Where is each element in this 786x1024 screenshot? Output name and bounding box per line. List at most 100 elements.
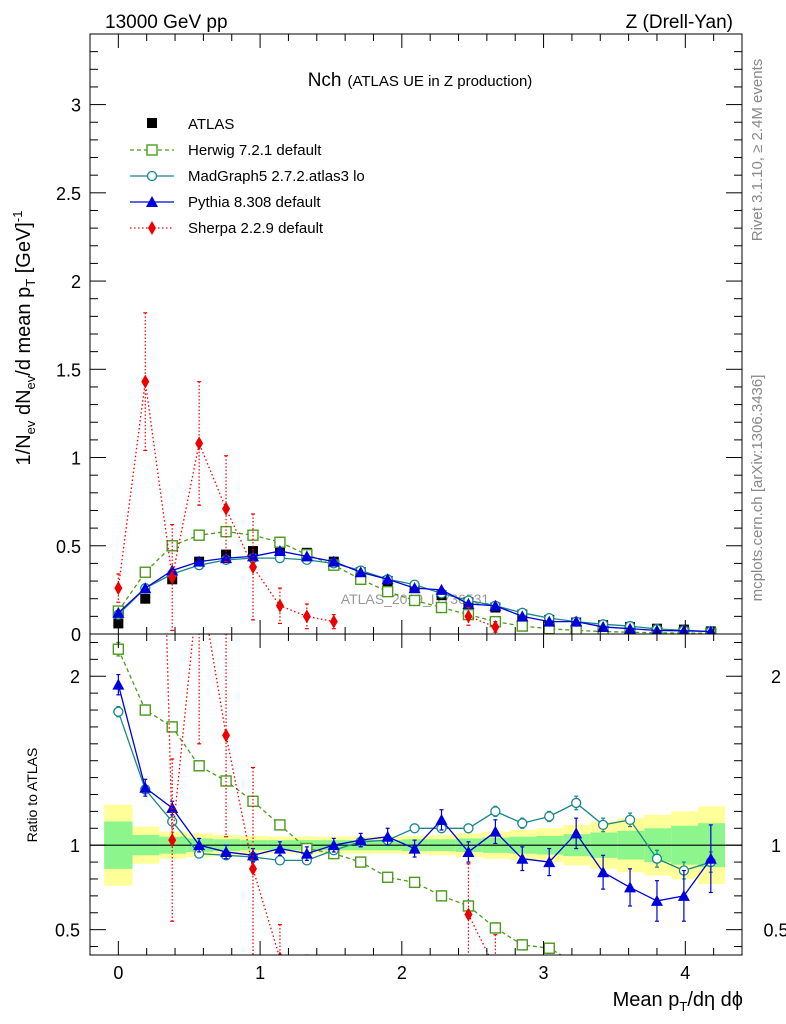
- main-sherpa-point: [464, 609, 473, 624]
- ratio-herwig-point: [598, 964, 608, 974]
- ratio-madgraph-point: [571, 797, 582, 809]
- main-pythia-point: [327, 555, 340, 567]
- legend-sherpa-marker: [130, 221, 174, 235]
- main-series-sherpa: [114, 312, 500, 634]
- ratio-herwig-point: [652, 972, 662, 982]
- main-sherpa-point: [195, 436, 204, 451]
- ratio-sherpa-point: [303, 973, 311, 987]
- main-herwig-point: [220, 525, 232, 538]
- ratio-pythia-point: [354, 834, 367, 846]
- ratio-series-pythia: [112, 673, 717, 922]
- ratio-pythia-point: [381, 830, 394, 842]
- ratio-herwig-point: [166, 721, 178, 733]
- legend-madgraph-marker: [130, 170, 174, 182]
- ratio-pythia-point: [273, 842, 286, 854]
- main-y-tick-label: 2: [71, 272, 81, 292]
- main-sherpa-line: [468, 615, 496, 628]
- main-pythia-point: [624, 622, 637, 634]
- main-pythia-point: [354, 566, 367, 578]
- main-y-tick-label: 3: [71, 96, 81, 116]
- ratio-y-tick-label: 2: [70, 667, 80, 687]
- ratio-pythia-point: [112, 678, 125, 690]
- ratio-herwig-line: [117, 648, 563, 955]
- main-pythia-point: [462, 598, 475, 609]
- ratio-sherpa-point: [277, 951, 282, 955]
- ratio-pythia-point: [704, 852, 717, 864]
- ratio-madgraph-point: [651, 853, 663, 864]
- ratio-madgraph-point: [544, 811, 555, 822]
- main-pythia-point: [139, 582, 152, 594]
- x-axis-label: Mean pT/dη dϕ: [613, 989, 743, 1014]
- ratio-herwig-point: [543, 942, 555, 954]
- ratio-pythia-point: [650, 894, 663, 906]
- ratio-y-tick-label-right: 1: [771, 836, 781, 856]
- main-sherpa-point: [168, 570, 177, 585]
- ratio-herwig-point: [408, 876, 421, 889]
- main-pythia-point: [678, 624, 689, 634]
- main-y-axis-label: 1/Nev dNev/d mean pT [GeV]-1: [10, 211, 38, 466]
- axes: 0 1 2 3 4 0 0.5 1 1.5 2 2.5 3 0.5 0.5 1 1 2 2: [55, 33, 786, 983]
- ratio-madgraph-point: [274, 855, 286, 866]
- main-pythia-point: [112, 606, 125, 618]
- ratio-madgraph-point: [490, 806, 501, 817]
- main-series-group: [112, 312, 717, 634]
- ratio-series-sherpa: [166, 634, 499, 992]
- legend-pythia-label: Pythia 8.308 default: [188, 194, 321, 211]
- ratio-herwig-point: [193, 760, 205, 772]
- main-pythia-point: [166, 564, 179, 576]
- ratio-madgraph-point: [463, 823, 474, 834]
- ratio-y-tick-label-right: 0.5: [763, 921, 786, 941]
- ratio-series-madgraph: [113, 706, 716, 880]
- ratio-pythia-point: [624, 881, 637, 893]
- ratio-pythia-point: [327, 839, 340, 851]
- ratio-sherpa-point: [330, 978, 338, 992]
- ratio-sherpa-point: [464, 907, 473, 922]
- x-tick-label: 4: [680, 963, 690, 983]
- ratio-series-herwig: [112, 641, 716, 989]
- ratio-y-tick-label: 1: [70, 836, 80, 856]
- plot-title-main: Nch: [308, 70, 342, 91]
- ratio-pythia-point: [570, 827, 583, 839]
- ratio-pythia-point: [220, 845, 233, 857]
- ratio-pythia-point: [408, 842, 421, 854]
- main-y-tick-label: 2.5: [56, 184, 81, 204]
- ratio-herwig-point: [516, 939, 529, 951]
- ratio-herwig-point: [706, 979, 716, 989]
- ratio-herwig-point: [625, 969, 635, 979]
- ratio-pythia-point: [435, 813, 448, 825]
- ratio-y-tick-label-right: 2: [771, 667, 781, 687]
- plot-title: Nch (ATLAS UE in Z production): [308, 70, 533, 91]
- ratio-herwig-point: [435, 890, 448, 902]
- ratio-pythia-point: [300, 847, 313, 859]
- main-y-tick-label: 0: [71, 625, 81, 645]
- ratio-pythia-point: [462, 845, 475, 857]
- main-herwig-point: [408, 594, 421, 607]
- main-herwig-point: [139, 566, 151, 578]
- ratio-pythia-point: [543, 856, 556, 868]
- main-pythia-point: [381, 573, 394, 585]
- legend-atlas-marker: [147, 118, 157, 128]
- main-pythia-point: [706, 625, 716, 634]
- main-herwig-point: [193, 529, 205, 541]
- main-y-tick-label: 1.5: [56, 360, 81, 380]
- header-right: Z (Drell-Yan): [626, 12, 733, 33]
- ratio-herwig-point: [220, 775, 232, 787]
- ratio-madgraph-point: [624, 814, 636, 825]
- ratio-herwig-point: [381, 871, 394, 883]
- ratio-herwig-point: [489, 922, 502, 934]
- ratio-plot-data: [90, 634, 742, 992]
- x-tick-label: 1: [255, 963, 265, 983]
- ratio-madgraph-point: [597, 819, 609, 831]
- ratio-y-axis-label: Ratio to ATLAS: [24, 748, 40, 843]
- ratio-sherpa-point: [168, 833, 177, 848]
- main-pythia-point: [408, 582, 421, 594]
- main-sherpa-point: [491, 619, 500, 634]
- legend: ATLAS Herwig 7.2.1 default MadGraph5 2.7…: [130, 116, 365, 237]
- legend-atlas-label: ATLAS: [188, 116, 234, 133]
- ratio-pythia-point: [597, 866, 610, 878]
- main-y-tick-label: 0.5: [56, 537, 81, 557]
- legend-pythia-marker: [130, 196, 174, 207]
- ratio-sherpa-point: [491, 962, 499, 976]
- ratio-madgraph-point: [409, 823, 420, 834]
